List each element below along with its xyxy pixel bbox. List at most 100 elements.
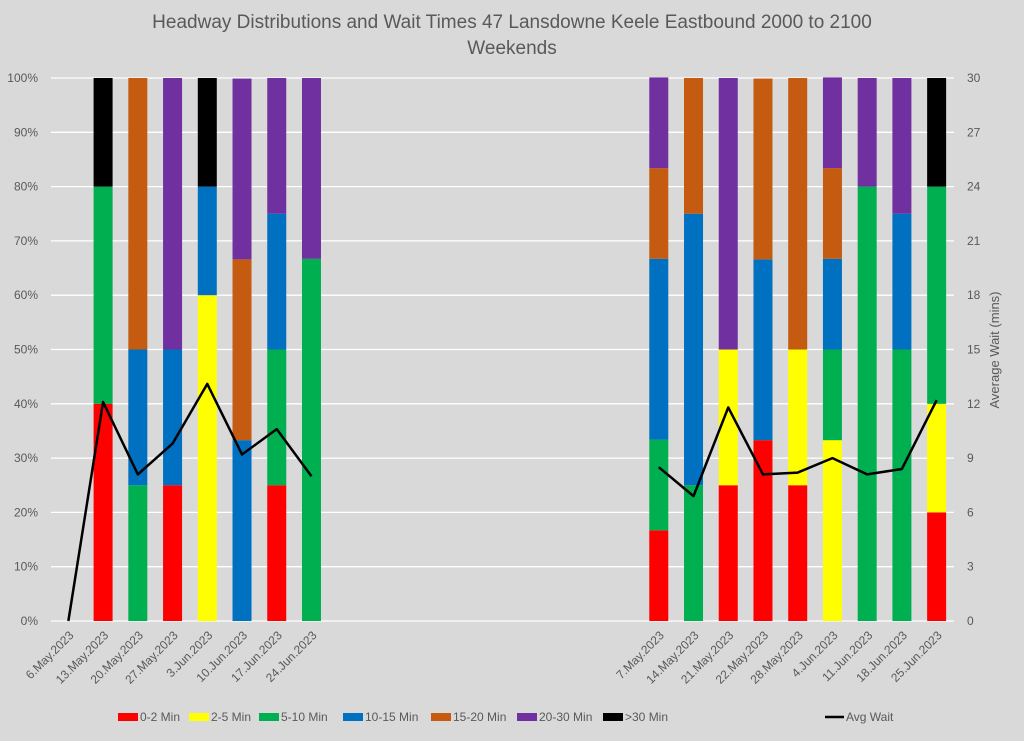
legend-label: Avg Wait [846, 710, 894, 724]
legend-swatch [431, 713, 451, 721]
y-tick-label: 80% [14, 180, 38, 194]
bar-segment-2-5-min [822, 440, 842, 621]
right-y-axis-title: Average Wait (mins) [987, 291, 1002, 408]
bar-segment-20-30-min [649, 77, 669, 169]
bar-segment-10-15-min [822, 258, 842, 350]
legend-swatch [517, 713, 537, 721]
legend-label: 10-15 Min [365, 710, 418, 724]
bar-segment-20-30-min [857, 78, 877, 187]
chart-title: Headway Distributions and Wait Times 47 … [152, 12, 872, 33]
y-tick-label: 70% [14, 234, 38, 248]
y-tick-label: 100% [7, 71, 38, 85]
bar-segment-0-2-min [927, 512, 947, 621]
bar-segment-15-20-min [753, 78, 773, 260]
legend-swatch [259, 713, 279, 721]
bar-segment-20-30-min [267, 78, 287, 214]
bar-segment-10-15-min [684, 213, 704, 486]
bar-segment-0-2-min [163, 485, 183, 621]
bar-segment-0-2-min [267, 485, 287, 621]
bar-segment-0-2-min [649, 530, 669, 621]
y2-tick-label: 12 [967, 397, 981, 411]
legend-label: 5-10 Min [281, 710, 328, 724]
bar-segment-0-2-min [753, 440, 773, 621]
bar-segment-15-20-min [822, 168, 842, 259]
bar-segment-5-10-min [822, 349, 842, 441]
y-tick-label: 0% [21, 614, 39, 628]
y2-tick-label: 30 [967, 71, 981, 85]
y2-tick-label: 27 [967, 125, 981, 139]
bar-segment-0-2-min [788, 485, 808, 621]
bar-segment-5-10-min [857, 186, 877, 621]
y2-tick-label: 21 [967, 234, 981, 248]
bar-segment-20-30-min [163, 78, 183, 350]
bar-segment-20-30-min [822, 77, 842, 169]
bar-segment--30-min [197, 78, 217, 187]
y2-tick-label: 9 [967, 451, 974, 465]
y-tick-label: 30% [14, 451, 38, 465]
legend-swatch [189, 713, 209, 721]
bar-segment-5-10-min [927, 186, 947, 404]
bar-segment--30-min [93, 78, 113, 187]
y2-tick-label: 6 [967, 505, 974, 519]
bar-segment-2-5-min [197, 295, 217, 621]
x-axis: 6.May.202313.May.202320.May.202327.May.2… [23, 628, 945, 687]
bar-segment-5-10-min [301, 258, 321, 621]
y-tick-label: 20% [14, 505, 38, 519]
bar-segment-20-30-min [301, 78, 321, 259]
bar-segment-15-20-min [232, 259, 252, 441]
bar-segment-0-2-min [718, 485, 738, 621]
y-tick-label: 50% [14, 343, 38, 357]
bar-segment-15-20-min [684, 78, 704, 214]
bar-segment-0-2-min [93, 403, 113, 621]
bar-segment-20-30-min [232, 78, 252, 260]
y2-tick-label: 15 [967, 343, 981, 357]
y-tick-label: 10% [14, 560, 38, 574]
y-tick-label: 90% [14, 125, 38, 139]
bar-segment-10-15-min [753, 259, 773, 441]
y2-tick-label: 0 [967, 614, 974, 628]
gridlines [51, 77, 954, 622]
bar-segment-2-5-min [927, 403, 947, 513]
bar-segment-10-15-min [892, 213, 912, 350]
legend-swatch [343, 713, 363, 721]
bar-segment-10-15-min [649, 258, 669, 440]
legend-label: 20-30 Min [539, 710, 592, 724]
avg-wait-line [67, 382, 938, 622]
legend-label: 15-20 Min [453, 710, 506, 724]
bar-segment-20-30-min [892, 78, 912, 214]
bar-segment-10-15-min [197, 186, 217, 296]
chart-subtitle: Weekends [467, 38, 556, 59]
legend-label: >30 Min [625, 710, 668, 724]
bar-segment-5-10-min [649, 439, 669, 531]
bar-segment-5-10-min [128, 485, 148, 621]
bar-segment-10-15-min [163, 349, 183, 486]
bar-segment-15-20-min [788, 78, 808, 350]
bar-segment-15-20-min [128, 78, 148, 350]
bar-segment-10-15-min [232, 440, 252, 621]
bar-segment-2-5-min [788, 349, 808, 486]
y2-tick-label: 18 [967, 288, 981, 302]
bar-segment-5-10-min [684, 485, 704, 621]
bar-segment-5-10-min [93, 186, 113, 404]
y2-tick-label: 24 [967, 180, 981, 194]
bar-segment-20-30-min [718, 78, 738, 350]
avg-wait-line-segment [67, 382, 313, 622]
legend-swatch [118, 713, 138, 721]
legend-label: 2-5 Min [211, 710, 251, 724]
avg-wait-line-segment [657, 399, 938, 498]
bar-segment-15-20-min [649, 168, 669, 259]
legend: 0-2 Min 2-5 Min 5-10 Min 10-15 Min 15-20 Min… [118, 710, 894, 724]
bar-segment-5-10-min [892, 349, 912, 621]
bar-segment-2-5-min [718, 349, 738, 486]
y-tick-label: 60% [14, 288, 38, 302]
legend-label: 0-2 Min [140, 710, 180, 724]
right-y-axis: 0 3 6 9 12 15 18 21 24 27 30 [967, 71, 981, 628]
left-y-axis: 0% 10% 20% 30% 40% 50% 60% 70% 80% 90% 100% [7, 71, 38, 628]
y-tick-label: 40% [14, 397, 38, 411]
stacked-bars [93, 77, 947, 621]
bar-segment-5-10-min [267, 349, 287, 486]
bar-segment-10-15-min [267, 213, 287, 350]
bar-segment-10-15-min [128, 349, 148, 486]
bar-segment--30-min [927, 78, 947, 187]
